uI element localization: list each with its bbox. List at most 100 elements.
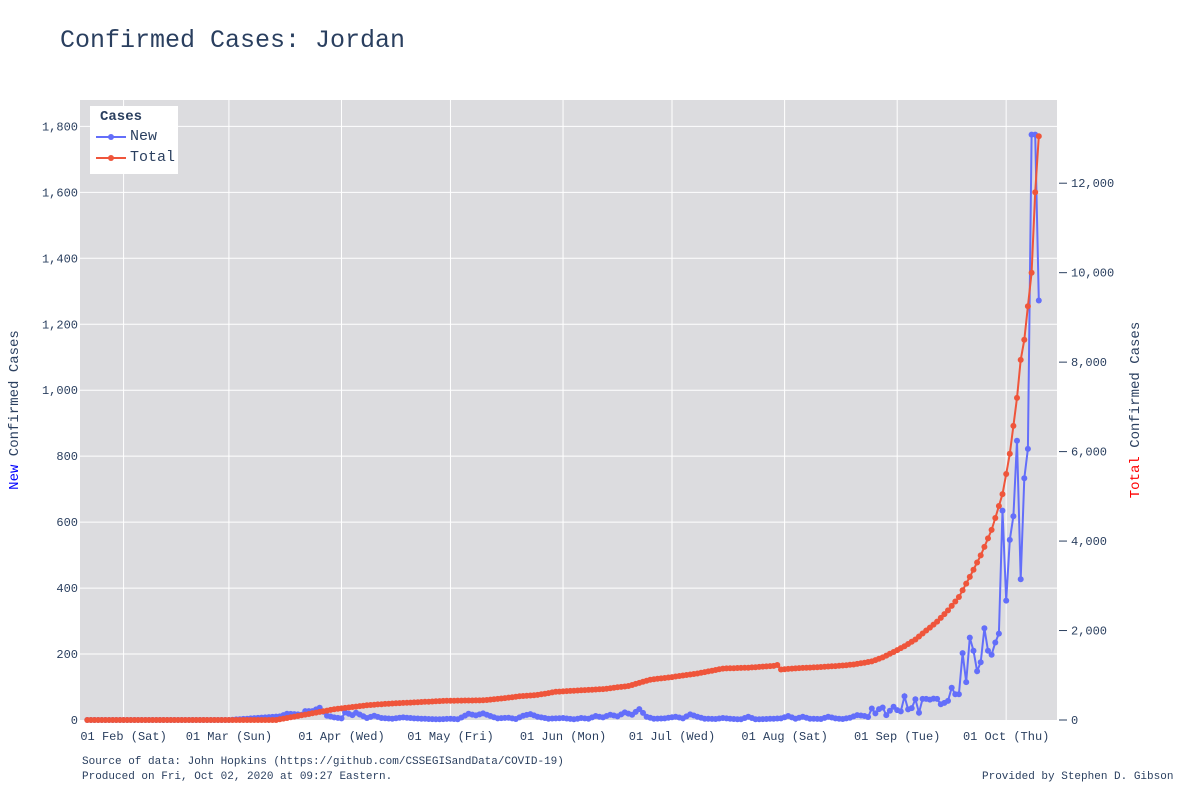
data-point-new [886,707,893,714]
data-point-total [1021,336,1028,343]
x-tick-label: 01 Jun (Mon) [520,730,606,744]
data-point-total [955,594,962,600]
data-point-total [937,614,944,621]
y-left-tick-label: 1,200 [42,318,78,332]
y-left-tick-label: 800 [56,450,78,464]
data-point-new [1014,437,1020,444]
data-point-total [1003,471,1010,477]
data-point-total [988,526,995,533]
y-left-tick-label: 1,000 [42,384,78,398]
data-point-total [963,580,970,587]
x-tick-label: 01 May (Fri) [407,730,493,744]
footer-produced: Produced on Fri, Oct 02, 2020 at 09:27 E… [82,771,393,783]
data-point-new [977,659,984,666]
y-right-tick-label: 0 [1071,714,1078,728]
data-point-new [970,647,977,654]
footer-source: Source of data: John Hopkins (https://gi… [82,756,564,768]
data-point-new [912,696,919,703]
data-point-total [999,491,1006,498]
data-point-total [1028,269,1035,276]
y-left-tick-label: 0 [71,714,78,728]
data-point-total [1017,356,1024,363]
data-point-total [934,618,941,625]
legend-marker-total [108,155,114,161]
y-right-axis-title: Total Confirmed Cases [1128,322,1144,498]
plot-area [80,100,1057,720]
x-tick-label: 01 Aug (Sat) [741,730,827,744]
y-left-tick-label: 1,400 [42,252,78,266]
data-point-total [1035,133,1042,140]
x-tick-label: 01 Sep (Tue) [854,730,940,744]
data-point-new [1024,445,1031,452]
data-point-new [992,639,999,646]
data-point-new [959,650,966,657]
data-point-new [1010,513,1017,520]
data-point-new [966,634,973,641]
data-point-total [995,503,1002,509]
x-tick-label: 01 Oct (Thu) [963,730,1049,744]
data-point-new [948,684,955,691]
data-point-total [970,566,977,573]
data-point-new [1021,475,1028,482]
footer-credit: Provided by Stephen D. Gibson [982,771,1174,783]
x-tick-label: 01 Jul (Wed) [629,730,715,744]
data-point-new [981,625,988,632]
data-point-new [1035,297,1042,304]
data-point-total [992,515,999,521]
data-point-total [952,598,959,605]
x-tick-label: 01 Feb (Sat) [80,730,166,744]
x-tick-label: 01 Apr (Wed) [298,730,384,744]
data-point-total [941,611,948,618]
data-point-new [879,704,886,711]
data-point-new [985,647,991,654]
legend-label-total: Total [130,149,176,166]
data-point-total [977,552,984,559]
y-right-tick-label: 8,000 [1071,356,1107,370]
chart-title: Confirmed Cases: Jordan [60,26,406,55]
y-left-tick-label: 600 [56,516,78,530]
data-point-new [868,705,875,712]
data-point-new [1017,576,1024,583]
data-point-new [999,507,1006,514]
data-point-new [640,709,646,716]
legend-label-new: New [130,128,158,145]
data-point-new [963,679,970,686]
data-point-total [966,573,973,580]
data-point-new [865,714,872,720]
data-point-new [916,709,922,716]
data-point-total [948,602,955,609]
y-left-tick-label: 1,800 [42,120,78,134]
data-point-total [1032,189,1039,196]
data-point-total [974,559,981,566]
y-right-tick-label: 10,000 [1071,267,1114,281]
data-point-new [1003,597,1010,604]
data-point-new [974,668,981,675]
data-point-total [959,587,966,594]
data-point-total [945,607,951,614]
legend-marker-new [108,134,114,140]
y-right-tick-label: 4,000 [1071,535,1107,549]
data-point-new [988,651,995,658]
y-right-tick-label: 12,000 [1071,177,1114,191]
data-point-total [1010,422,1017,429]
data-point-total [774,662,781,668]
data-point-total [1024,303,1031,310]
data-point-new [955,691,962,698]
data-point-new [995,630,1002,637]
data-point-new [934,695,941,702]
data-point-new [883,712,890,719]
legend-title: Cases [100,109,143,125]
data-point-total [981,543,988,550]
y-left-tick-label: 400 [56,582,78,596]
legend-item-new[interactable]: New [96,128,176,146]
data-point-new [897,708,904,715]
data-point-new [1006,536,1013,543]
data-point-total [1014,394,1020,401]
legend-item-total[interactable]: Total [96,149,176,167]
data-point-new [636,706,643,713]
data-point-new [338,715,345,722]
y-right-tick-label: 2,000 [1071,625,1107,639]
x-tick-label: 01 Mar (Sun) [186,730,272,744]
legend[interactable]: Cases New Total [90,106,178,174]
